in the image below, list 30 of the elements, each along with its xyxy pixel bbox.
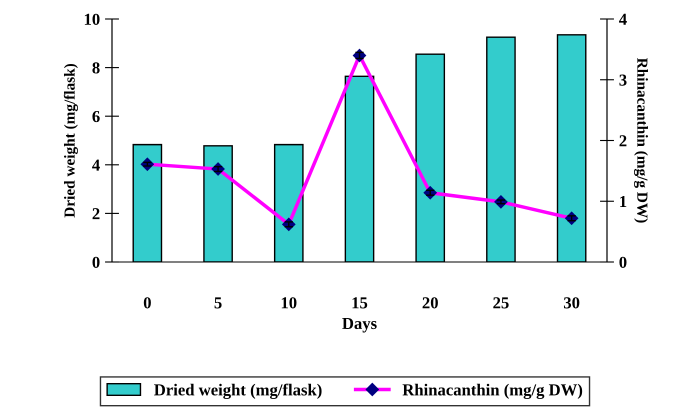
bar [556,34,586,262]
x-tick-label: 20 [422,297,438,308]
x-tick-label: 30 [564,297,580,308]
y-tick-label: 8 [92,62,100,74]
y-tick-label: 2 [92,208,100,220]
x-tick-label: 10 [282,297,296,308]
x-tick-label: 0 [144,297,151,308]
y2-tick-label: 3 [619,74,627,86]
y2-tick-label: 4 [619,14,627,25]
bar [274,144,304,262]
bar [344,76,374,262]
bar [132,144,162,262]
y2-tick-label: 0 [619,256,627,268]
y2-axis-title: Rhinacanthin (mg/g DW) [634,58,648,223]
y-tick-label: 10 [84,14,100,25]
x-tick-label: 5 [214,297,222,308]
x-tick-label: 25 [493,297,509,308]
y2-tick-label: 1 [620,196,626,208]
x-tick-label: 15 [352,297,368,308]
legend-label: Dried weight (mg/flask) [154,384,322,399]
y2-tick-label: 2 [620,135,626,146]
y-tick-label: 6 [92,110,100,122]
y-tick-label: 0 [92,256,100,268]
bar [203,145,233,262]
y-axis-title: Dried weight (mg/flask) [64,64,78,218]
x-axis-title: Days [342,318,377,333]
bar [415,54,446,262]
y-tick-label: 4 [92,160,100,171]
bar [486,36,516,262]
legend-label: Rhinacanthin (mg/g DW) [402,384,582,399]
